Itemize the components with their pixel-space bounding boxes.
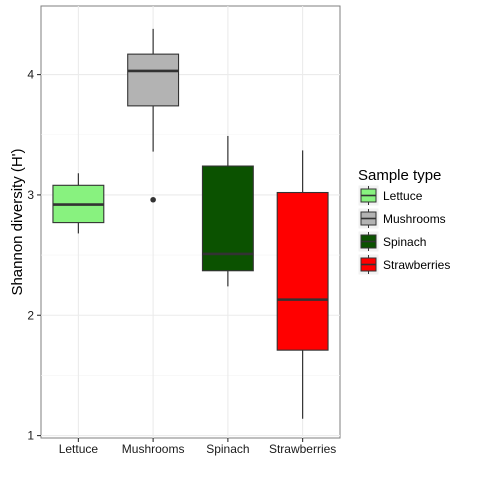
legend-item-mushrooms: Mushrooms [357,207,446,230]
outlier-point [150,196,156,203]
legend-item-strawberries: Strawberries [357,253,450,276]
box-strawberries [276,150,329,419]
y-tick-label: 3 [27,188,34,202]
box-mushrooms [127,28,180,203]
legend: Sample type Lettuce Mushrooms Spinach Straw… [357,167,450,276]
legend-label: Mushrooms [383,212,446,226]
legend-item-lettuce: Lettuce [357,184,423,207]
x-tick-label: Mushrooms [122,442,185,456]
box-spinach [201,135,254,287]
legend-title: Sample type [358,167,441,184]
legend-label: Lettuce [383,189,423,203]
legend-item-spinach: Spinach [357,230,426,253]
y-tick-label: 4 [27,68,34,82]
box-lettuce [52,173,105,234]
legend-label: Spinach [383,235,426,249]
x-tick-label: Spinach [206,442,249,456]
y-tick-label: 2 [27,308,34,322]
box-body [127,53,180,107]
boxes [52,28,329,419]
y-axis-title: Shannon diversity (H') [9,148,26,295]
x-axis: Lettuce Mushrooms Spinach Strawberries [59,438,336,456]
legend-label: Strawberries [383,258,450,272]
y-tick-label: 1 [27,429,34,443]
x-tick-label: Lettuce [59,442,99,456]
y-axis: 1 2 3 4 [27,68,41,443]
x-tick-label: Strawberries [269,442,336,456]
box-body [276,191,329,351]
